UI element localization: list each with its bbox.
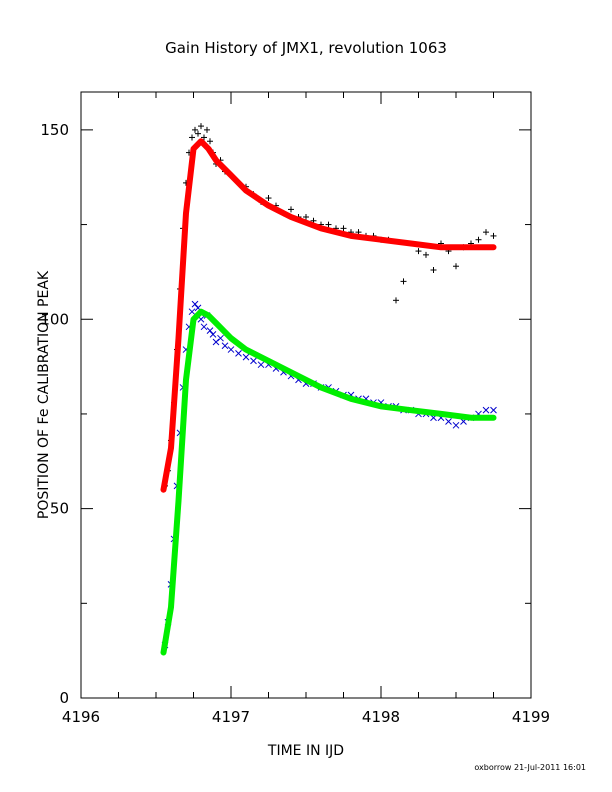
data-point: [445, 418, 452, 425]
data-point: [206, 327, 214, 334]
data-point: [242, 353, 250, 361]
data-point: [415, 248, 422, 255]
fit-line: [160, 138, 497, 493]
data-point: [482, 406, 490, 414]
data-point: [200, 323, 208, 331]
footer-stamp: oxborrow 21-Jul-2011 16:01: [474, 763, 586, 772]
data-point: [265, 195, 272, 202]
data-point: [235, 349, 242, 357]
data-point: [393, 297, 399, 304]
y-tick-label: 150: [40, 121, 69, 139]
plot-area: [160, 123, 497, 656]
data-point: [483, 229, 489, 236]
data-point: [490, 406, 497, 414]
x-tick-label: 4196: [62, 708, 100, 726]
y-tick-label: 100: [40, 310, 69, 328]
data-point: [303, 213, 309, 220]
data-point: [227, 346, 235, 353]
data-point: [189, 134, 195, 141]
data-point: [475, 236, 482, 243]
data-point: [452, 421, 460, 429]
data-point: [198, 123, 204, 130]
data-point: [490, 232, 497, 239]
data-point: [192, 126, 198, 133]
x-axis-label: TIME IN IJD: [267, 743, 344, 759]
y-axis-label: POSITION OF Fe CALIBRATION PEAK: [36, 270, 52, 519]
plot-frame: [80, 91, 532, 699]
data-point: [221, 342, 229, 350]
data-point: [204, 126, 210, 133]
y-tick-label: 50: [50, 500, 69, 518]
data-point: [340, 225, 347, 232]
data-point: [430, 267, 437, 274]
data-point: [400, 278, 407, 285]
data-point: [423, 251, 429, 258]
data-point: [201, 134, 207, 141]
data-point: [207, 138, 213, 145]
data-point: [212, 338, 220, 346]
data-point: [250, 357, 257, 365]
data-point: [288, 206, 294, 213]
data-point: [325, 221, 332, 228]
data-point: [217, 334, 224, 342]
y-tick-label: 0: [59, 689, 69, 707]
x-tick-label: 4198: [362, 708, 400, 726]
fit-line: [160, 308, 497, 656]
chart-title: Gain History of JMX1, revolution 1063: [165, 39, 447, 57]
y-axis: 0 50 100 150: [40, 121, 531, 707]
data-point: [191, 300, 199, 308]
data-point: [257, 361, 265, 369]
x-axis: 4196 4197 4198 4199: [62, 92, 550, 726]
data-point: [188, 308, 196, 316]
data-point: [453, 263, 459, 270]
data-point: [209, 331, 217, 338]
x-tick-label: 4197: [212, 708, 250, 726]
x-tick-label: 4199: [512, 708, 550, 726]
data-point: [195, 130, 201, 137]
